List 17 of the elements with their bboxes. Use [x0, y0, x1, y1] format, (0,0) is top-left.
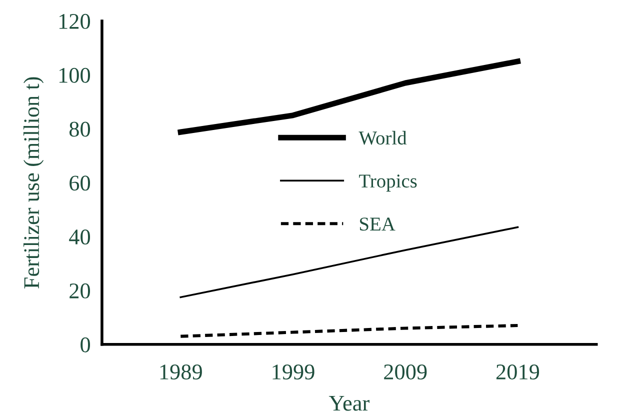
y-tick-label: 0: [80, 337, 90, 352]
legend-label: SEA: [360, 218, 396, 231]
y-tick-label: 120: [59, 14, 90, 29]
y-tick-label: 60: [70, 176, 90, 191]
y-tick-label: 100: [59, 68, 90, 83]
x-axis-title: Year: [328, 396, 370, 411]
x-tick-label: 1989: [160, 364, 202, 380]
legend-label: Tropics: [359, 174, 417, 192]
y-tick-label: 80: [69, 122, 90, 137]
x-tick-label: 2019: [496, 364, 540, 380]
x-tick-label: 2009: [384, 364, 427, 380]
legend-label: World: [358, 130, 407, 145]
x-tick-label: 1999: [272, 364, 314, 380]
y-tick-label: 40: [69, 230, 90, 245]
y-tick-label: 20: [70, 283, 90, 298]
line-series: [179, 324, 520, 338]
y-axis-title: Fertilizer use (million t): [23, 77, 44, 289]
